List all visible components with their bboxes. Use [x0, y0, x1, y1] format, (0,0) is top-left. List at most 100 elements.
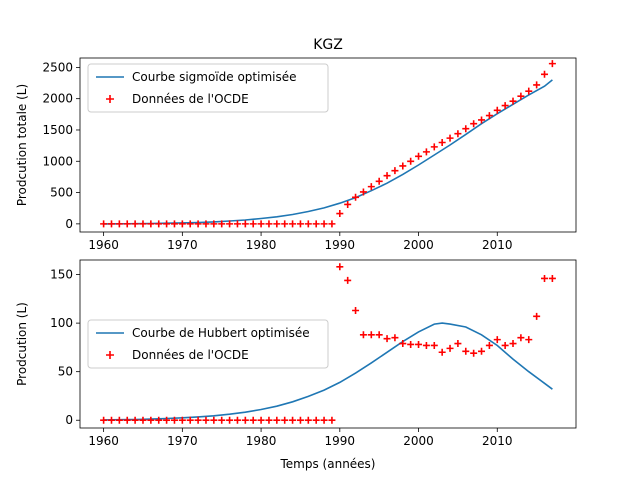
- x-axis-label: Temps (années): [280, 457, 376, 471]
- top-plot-legend: Courbe sigmoïde optimisée Données de l'OC…: [87, 63, 329, 113]
- bottom-plot-data-point-1998: [399, 340, 407, 348]
- top-plot-data-point-1962: [115, 220, 123, 228]
- top-plot-y-tick-label-2000: 2000: [42, 92, 73, 106]
- top-plot-data-point-1987: [312, 220, 320, 228]
- top-plot-y-tick-label-0: 0: [65, 217, 73, 231]
- bottom-plot-data-point-1972: [194, 416, 202, 424]
- bottom-plot-data-point-2000: [415, 340, 423, 348]
- bottom-plot-data-point-2014: [525, 336, 533, 344]
- top-plot-x-tick-label-1990: 1990: [325, 238, 356, 252]
- bottom-plot-data-point-1979: [249, 416, 257, 424]
- top-plot-ticks: 1960 1970 1980 1990 2000 2010 0 500 1000 1500 2000…: [42, 60, 512, 252]
- top-plot-data-point-1996: [383, 172, 391, 180]
- bottom-plot-legend-line-label: Courbe de Hubbert optimisée: [132, 326, 310, 340]
- bottom-plot-data-point-1993: [359, 331, 367, 339]
- top-plot-data-point-1997: [391, 167, 399, 175]
- bottom-plot-data-point-2003: [438, 348, 446, 356]
- bottom-plot-data-point-2016: [541, 274, 549, 282]
- bottom-plot-y-tick-label-100: 100: [50, 316, 73, 330]
- top-plot-data-point-1974: [210, 220, 218, 228]
- top-plot-data-point-2013: [517, 92, 525, 100]
- bottom-plot-data-point-1986: [304, 416, 312, 424]
- bottom-plot-data-point-2012: [509, 340, 517, 348]
- bottom-plot-data-point-1969: [170, 416, 178, 424]
- bottom-plot-data-point-2011: [501, 341, 509, 349]
- bottom-plot-data-point-1988: [320, 416, 328, 424]
- top-plot-legend-line-label: Courbe sigmoïde optimisée: [132, 70, 297, 84]
- bottom-plot-data-point-2013: [517, 334, 525, 342]
- bottom-plot-x-tick-label-1980: 1980: [246, 434, 277, 448]
- top-plot-data-point-2005: [454, 130, 462, 138]
- top-plot-data-point-2012: [509, 97, 517, 105]
- top-plot-x-tick-label-1970: 1970: [167, 238, 198, 252]
- bottom-plot-data-point-1983: [281, 416, 289, 424]
- bottom-plot-data-point-2017: [548, 274, 556, 282]
- top-plot-data-point-2014: [525, 87, 533, 95]
- top-plot-y-tick-label-1000: 1000: [42, 154, 73, 168]
- bottom-plot-data-point-2009: [485, 341, 493, 349]
- top-plot-data-point-1981: [265, 220, 273, 228]
- bottom-plot-data-point-1963: [123, 416, 131, 424]
- top-plot-y-tick-label-1500: 1500: [42, 123, 73, 137]
- top-plot-data-point-2009: [485, 112, 493, 120]
- bottom-plot-data-point-1976: [226, 416, 234, 424]
- top-plot-data-point-2006: [462, 125, 470, 133]
- top-plot-x-tick-label-2010: 2010: [482, 238, 513, 252]
- bottom-plot-data-point-1964: [131, 416, 139, 424]
- bottom-plot-data-point-1999: [407, 340, 415, 348]
- top-plot-data-point-1990: [336, 210, 344, 218]
- top-plot-legend-marker-swatch: [106, 95, 114, 103]
- bottom-plot-data-point-1961: [107, 416, 115, 424]
- top-plot-data-point-2010: [493, 106, 501, 114]
- top-plot-fitted-curve: [103, 79, 553, 225]
- top-plot-data-point-2017: [548, 60, 556, 68]
- top-plot-data-point-1966: [147, 220, 155, 228]
- bottom-plot-data-point-1991: [344, 276, 352, 284]
- top-plot-points-layer: [100, 60, 556, 228]
- bottom-plot-data-point-1978: [241, 416, 249, 424]
- top-plot-data-point-1991: [344, 200, 352, 208]
- top-plot-line-layer: [103, 79, 553, 225]
- bottom-plot-data-point-1989: [328, 416, 336, 424]
- top-plot-data-point-1964: [131, 220, 139, 228]
- top-plot-x-tick-label-2000: 2000: [403, 238, 434, 252]
- top-plot-data-point-1972: [194, 220, 202, 228]
- bottom-plot-data-point-1987: [312, 416, 320, 424]
- top-plot-data-point-1995: [375, 177, 383, 185]
- top-plot-legend-scatter-label: Données de l'OCDE: [132, 92, 249, 106]
- top-plot-data-point-1982: [273, 220, 281, 228]
- top-plot-data-point-1968: [163, 220, 171, 228]
- bottom-plot-data-point-1968: [163, 416, 171, 424]
- bottom-plot-data-point-2010: [493, 336, 501, 344]
- bottom-plot: 1960 1970 1980 1990 2000 2010 0 50 100 150 Prodcu…: [15, 259, 577, 448]
- bottom-plot-y-tick-label-50: 50: [58, 365, 73, 379]
- bottom-plot-data-point-1984: [289, 416, 297, 424]
- top-plot-data-point-1988: [320, 220, 328, 228]
- bottom-plot-points-layer: [100, 263, 556, 424]
- top-plot-x-tick-label-1960: 1960: [88, 238, 119, 252]
- top-plot-data-point-1985: [296, 220, 304, 228]
- bottom-plot-data-point-1967: [155, 416, 163, 424]
- top-plot-x-tick-label-1980: 1980: [246, 238, 277, 252]
- bottom-plot-x-tick-label-2010: 2010: [482, 434, 513, 448]
- top-plot-data-point-1989: [328, 220, 336, 228]
- top-plot-data-point-1967: [155, 220, 163, 228]
- top-plot-data-point-1969: [170, 220, 178, 228]
- bottom-plot-data-point-1973: [202, 416, 210, 424]
- top-plot-data-point-1961: [107, 220, 115, 228]
- top-plot-y-tick-label-2500: 2500: [42, 60, 73, 74]
- top-plot-data-point-1984: [289, 220, 297, 228]
- bottom-plot-data-point-2005: [454, 340, 462, 348]
- top-plot-data-point-2000: [415, 152, 423, 160]
- top-plot-data-point-1983: [281, 220, 289, 228]
- top-plot-data-point-1986: [304, 220, 312, 228]
- top-plot-data-point-1993: [359, 188, 367, 196]
- bottom-plot-data-point-2008: [478, 347, 486, 355]
- top-plot-data-point-1970: [178, 220, 186, 228]
- bottom-plot-data-point-1966: [147, 416, 155, 424]
- bottom-plot-y-axis-label: Prodcution (L): [15, 302, 29, 386]
- bottom-plot-data-point-1981: [265, 416, 273, 424]
- bottom-plot-legend-scatter-label: Données de l'OCDE: [132, 348, 249, 362]
- top-plot: 1960 1970 1980 1990 2000 2010 0 500 1000 1500 2000…: [15, 57, 577, 252]
